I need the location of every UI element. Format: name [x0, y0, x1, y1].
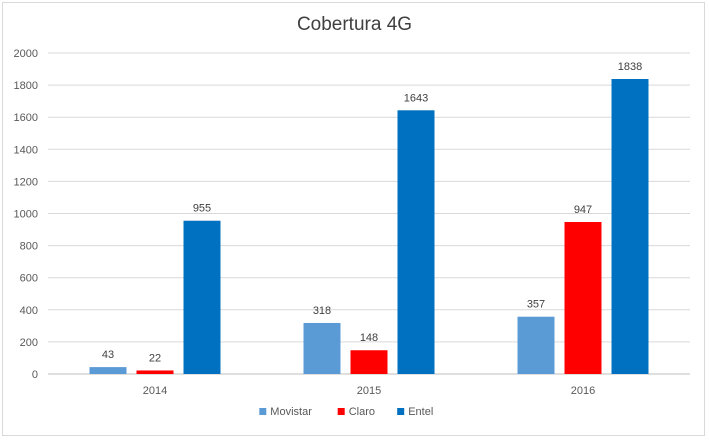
legend-label-movistar: Movistar	[270, 406, 312, 418]
y-tick-label: 600	[20, 273, 38, 285]
bar-movistar-2015	[303, 322, 341, 374]
y-tick-label: 1800	[14, 80, 38, 92]
bar-claro-2015	[350, 350, 388, 374]
x-tick-label: 2015	[357, 385, 381, 397]
data-label: 357	[527, 299, 545, 311]
data-label: 43	[102, 349, 114, 361]
bar-entel-2016	[611, 79, 649, 374]
data-label: 22	[149, 352, 161, 364]
bar-claro-2014	[136, 370, 174, 374]
data-label: 947	[574, 204, 592, 216]
data-label: 148	[360, 332, 378, 344]
legend-swatch-claro	[337, 408, 345, 415]
y-tick-label: 0	[32, 369, 38, 381]
bar-claro-2016	[564, 222, 602, 374]
y-tick-label: 200	[20, 337, 38, 349]
y-tick-label: 800	[20, 241, 38, 253]
legend-swatch-movistar	[259, 408, 267, 415]
y-tick-label: 2000	[14, 48, 38, 60]
data-label: 1643	[404, 92, 428, 104]
y-tick-label: 400	[20, 305, 38, 317]
legend-label-entel: Entel	[408, 406, 433, 418]
legend-swatch-entel	[397, 408, 405, 415]
y-tick-label: 1000	[14, 209, 38, 221]
y-tick-label: 1600	[14, 112, 38, 124]
bar-entel-2015	[397, 110, 435, 375]
legend-label-claro: Claro	[349, 406, 375, 418]
x-tick-label: 2014	[143, 385, 167, 397]
bar-entel-2014	[183, 220, 221, 374]
x-tick-label: 2016	[571, 385, 595, 397]
bar-movistar-2014	[89, 367, 127, 374]
bar-movistar-2016	[517, 316, 555, 374]
data-label: 1838	[618, 61, 642, 73]
y-tick-label: 1200	[14, 176, 38, 188]
y-tick-label: 1400	[14, 144, 38, 156]
data-label: 955	[193, 203, 211, 215]
chart-title: Cobertura 4G	[296, 14, 413, 35]
data-label: 318	[313, 305, 331, 317]
